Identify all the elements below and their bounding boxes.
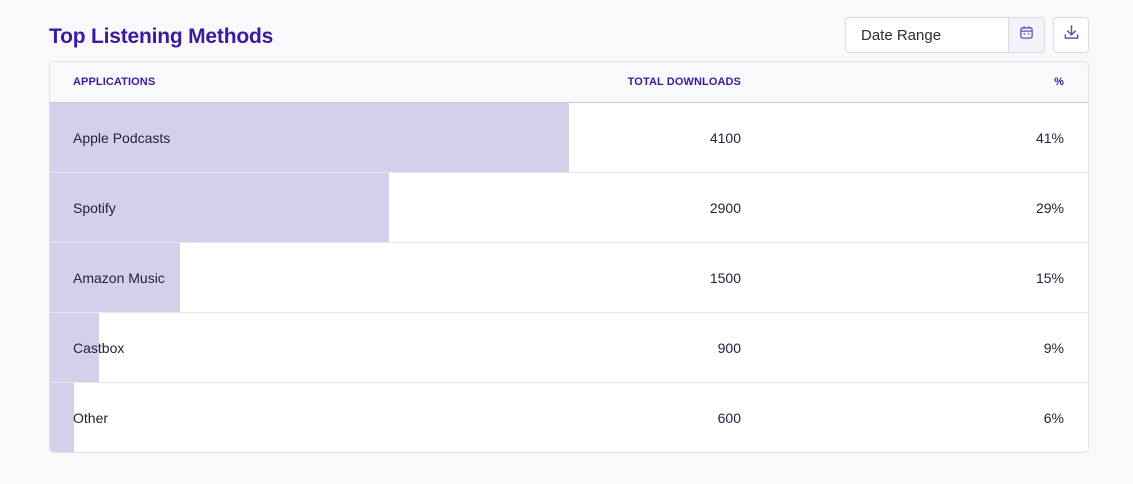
share-bar bbox=[50, 173, 390, 242]
date-range-input[interactable]: Date Range bbox=[861, 26, 942, 44]
column-header-total-downloads[interactable]: TOTAL DOWNLOADS bbox=[627, 76, 741, 88]
percent-value: 6% bbox=[1043, 410, 1064, 426]
total-downloads-value: 2900 bbox=[709, 200, 741, 216]
table-row[interactable]: Apple Podcasts 4100 41% bbox=[50, 103, 1088, 173]
listening-methods-table: APPLICATIONS TOTAL DOWNLOADS % Apple Pod… bbox=[49, 61, 1089, 453]
download-icon bbox=[1063, 24, 1080, 46]
share-bar bbox=[50, 103, 569, 172]
share-bar bbox=[50, 383, 74, 452]
table-body: Apple Podcasts 4100 41% Spotify 2900 29%… bbox=[50, 103, 1088, 452]
application-name: Spotify bbox=[73, 200, 116, 216]
percent-value: 29% bbox=[1035, 200, 1064, 216]
download-button[interactable] bbox=[1053, 17, 1089, 53]
page-title: Top Listening Methods bbox=[49, 25, 274, 48]
application-name: Apple Podcasts bbox=[73, 130, 171, 146]
calendar-button[interactable] bbox=[1008, 18, 1044, 52]
percent-value: 15% bbox=[1035, 270, 1064, 286]
application-name: Amazon Music bbox=[73, 270, 165, 286]
total-downloads-value: 900 bbox=[717, 340, 741, 356]
table-header: APPLICATIONS TOTAL DOWNLOADS % bbox=[50, 62, 1088, 103]
application-name: Castbox bbox=[73, 340, 125, 356]
total-downloads-value: 600 bbox=[717, 410, 741, 426]
percent-value: 9% bbox=[1043, 340, 1064, 356]
table-row[interactable]: Other 600 6% bbox=[50, 383, 1088, 452]
total-downloads-value: 1500 bbox=[709, 270, 741, 286]
table-row[interactable]: Amazon Music 1500 15% bbox=[50, 243, 1088, 313]
date-range-picker[interactable]: Date Range bbox=[845, 17, 1045, 53]
column-header-applications[interactable]: APPLICATIONS bbox=[73, 76, 156, 88]
percent-value: 41% bbox=[1035, 130, 1064, 146]
calendar-icon bbox=[1019, 25, 1034, 45]
share-bar bbox=[50, 313, 99, 382]
total-downloads-value: 4100 bbox=[709, 130, 741, 146]
table-row[interactable]: Castbox 900 9% bbox=[50, 313, 1088, 383]
share-bar bbox=[50, 243, 180, 312]
column-header-percent[interactable]: % bbox=[1054, 76, 1064, 88]
table-row[interactable]: Spotify 2900 29% bbox=[50, 173, 1088, 243]
application-name: Other bbox=[73, 410, 109, 426]
